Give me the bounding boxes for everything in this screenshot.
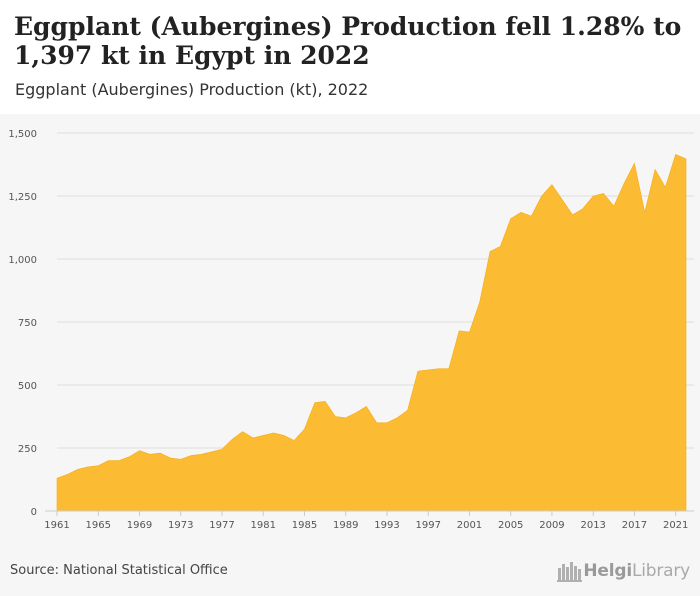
- y-tick-label: 1,000: [8, 255, 37, 266]
- library-icon: [557, 562, 583, 582]
- x-tick-label: 1993: [374, 520, 399, 531]
- x-tick-label: 2017: [622, 520, 647, 531]
- y-tick-label: 1,500: [8, 129, 37, 140]
- logo-wordmark: HelgiLibrary: [583, 561, 690, 581]
- y-tick-label: 0: [31, 507, 37, 518]
- x-tick-label: 1961: [44, 520, 69, 531]
- x-tick-label: 2001: [457, 520, 482, 531]
- production-area: [56, 154, 687, 512]
- y-tick-label: 1,250: [8, 192, 37, 203]
- x-tick-label: 1965: [86, 520, 111, 531]
- x-tick-label: 1969: [127, 520, 152, 531]
- y-tick-label: 500: [18, 381, 37, 392]
- chart-title: Eggplant (Aubergines) Production fell 1.…: [14, 12, 682, 70]
- logo-part-1: Helgi: [583, 561, 632, 581]
- source-note: Source: National Statistical Office: [10, 563, 228, 578]
- x-tick-label: 1981: [251, 520, 276, 531]
- x-tick-label: 1977: [209, 520, 234, 531]
- chart-subtitle: Eggplant (Aubergines) Production (kt), 2…: [15, 80, 369, 99]
- x-tick-label: 1985: [292, 520, 317, 531]
- x-tick-label: 1989: [333, 520, 358, 531]
- x-tick-label: 2005: [498, 520, 523, 531]
- chart-header: Eggplant (Aubergines) Production fell 1.…: [0, 0, 700, 114]
- x-tick-label: 2013: [580, 520, 605, 531]
- x-tick-label: 2021: [663, 520, 688, 531]
- data-area: [56, 154, 687, 512]
- logo-part-2: Library: [631, 561, 690, 581]
- area-chart: 0 250 500 750 1,000 1,250 1,500 1961 1965 1969 197…: [8, 129, 694, 531]
- x-tick-label: 1997: [415, 520, 440, 531]
- x-tick-label: 1973: [168, 520, 193, 531]
- axes: 0 250 500 750 1,000 1,250 1,500 1961 1965 1969 197…: [8, 129, 694, 531]
- x-tick-label: 2009: [539, 520, 564, 531]
- y-tick-label: 250: [18, 444, 37, 455]
- helgi-library-logo[interactable]: HelgiLibrary: [557, 558, 690, 584]
- gridlines: [57, 132, 694, 449]
- y-tick-label: 750: [18, 318, 37, 329]
